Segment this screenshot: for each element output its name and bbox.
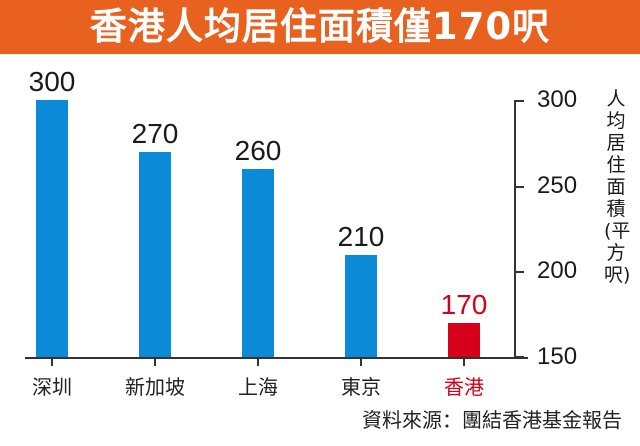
chart-title: 香港人均居住面積僅170呎: [0, 0, 640, 54]
y-tick: [514, 186, 524, 188]
value-label-highlight: 170: [440, 289, 488, 320]
x-tick: [463, 359, 465, 366]
source-note: 資料來源：團結香港基金報告: [362, 408, 622, 432]
y-axis-title: 人均居住面積(平方呎): [604, 88, 631, 286]
bar-shenzhen: [36, 100, 68, 357]
y-tick-label: 300: [537, 86, 578, 113]
bar-shanghai: [242, 169, 274, 357]
value-label: 300: [28, 66, 76, 97]
x-tick: [360, 359, 362, 366]
category-label-highlight: 香港: [444, 375, 484, 399]
value-label: 210: [337, 221, 385, 252]
bar-hongkong: [448, 323, 480, 357]
value-label: 270: [131, 118, 179, 149]
value-label: 260: [234, 135, 282, 166]
y-tick-label: 150: [537, 343, 578, 370]
y-tick: [514, 100, 524, 102]
bar-tokyo: [345, 255, 377, 357]
category-label: 東京: [341, 375, 381, 399]
y-tick: [514, 356, 524, 358]
bar-singapore: [139, 152, 171, 357]
x-axis: [25, 357, 528, 359]
x-tick: [257, 359, 259, 366]
y-axis: [514, 100, 516, 359]
x-tick: [51, 359, 53, 366]
category-label: 深圳: [32, 375, 72, 399]
category-label: 新加坡: [125, 375, 185, 399]
y-tick: [514, 271, 524, 273]
x-tick: [154, 359, 156, 366]
category-label: 上海: [238, 375, 278, 399]
y-tick-label: 250: [537, 172, 578, 199]
y-tick-label: 200: [537, 257, 578, 284]
